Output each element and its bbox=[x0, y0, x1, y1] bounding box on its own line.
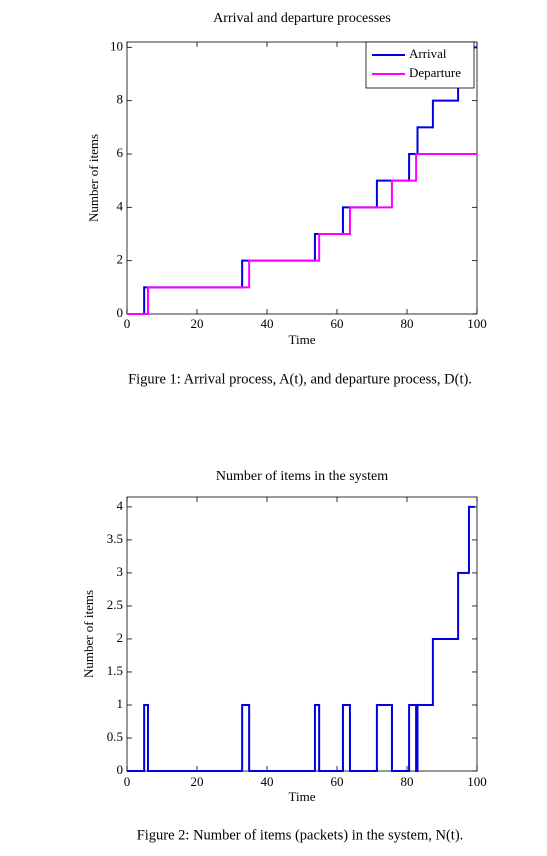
y-tick-label: 4 bbox=[117, 198, 124, 213]
x-tick-label: 40 bbox=[261, 316, 274, 331]
y-axis-label: Number of items bbox=[86, 134, 101, 222]
y-tick-label: 0 bbox=[117, 305, 124, 320]
y-tick-label: 3 bbox=[117, 564, 124, 579]
y-tick-label: 4 bbox=[117, 498, 124, 513]
y-tick-label: 2 bbox=[117, 630, 124, 645]
y-tick-label: 1 bbox=[117, 696, 124, 711]
x-tick-label: 0 bbox=[124, 774, 131, 789]
y-tick-label: 0.5 bbox=[107, 729, 123, 744]
x-tick-label: 20 bbox=[191, 774, 204, 789]
x-tick-label: 100 bbox=[467, 316, 487, 331]
x-axis-label: Time bbox=[289, 789, 316, 804]
legend-label: Departure bbox=[409, 65, 461, 80]
y-axis-label: Number of items bbox=[81, 590, 96, 678]
plot-frame bbox=[126, 496, 478, 772]
y-tick-label: 10 bbox=[110, 38, 123, 53]
y-tick-label: 3.5 bbox=[107, 531, 123, 546]
chart-title: Arrival and departure processes bbox=[213, 11, 391, 26]
legend-box bbox=[365, 41, 475, 89]
x-tick-label: 80 bbox=[401, 774, 414, 789]
chart-title: Number of items in the system bbox=[216, 469, 388, 484]
y-tick-label: 2 bbox=[117, 252, 124, 267]
x-tick-label: 60 bbox=[331, 774, 344, 789]
y-tick-label: 2.5 bbox=[107, 597, 123, 612]
x-tick-label: 20 bbox=[191, 316, 204, 331]
y-tick-label: 1.5 bbox=[107, 663, 123, 678]
y-tick-label: 0 bbox=[117, 762, 124, 777]
y-tick-label: 6 bbox=[117, 145, 124, 160]
x-tick-label: 100 bbox=[467, 774, 487, 789]
x-tick-label: 0 bbox=[124, 316, 131, 331]
x-axis-label: Time bbox=[289, 332, 316, 347]
legend-label: Arrival bbox=[409, 46, 447, 61]
x-tick-label: 40 bbox=[261, 774, 274, 789]
y-tick-label: 8 bbox=[117, 92, 124, 107]
caption: Figure 1: Arrival process, A(t), and dep… bbox=[128, 371, 472, 387]
x-tick-label: 80 bbox=[401, 316, 414, 331]
plot-frame bbox=[126, 41, 478, 315]
caption: Figure 2: Number of items (packets) in t… bbox=[137, 827, 464, 843]
x-tick-label: 60 bbox=[331, 316, 344, 331]
